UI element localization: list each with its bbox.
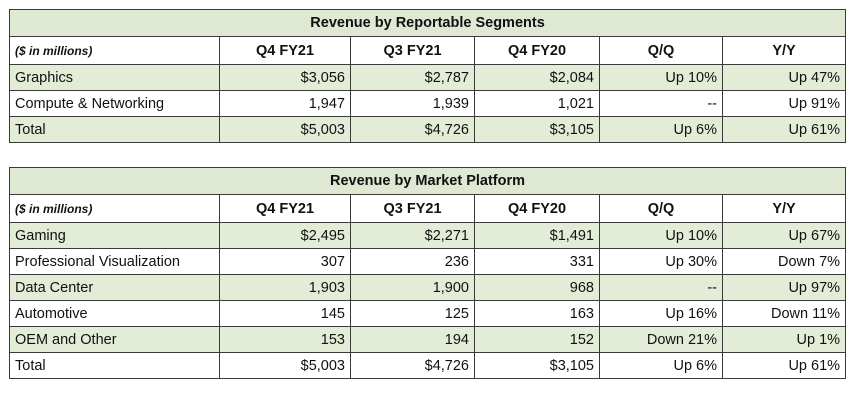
header-yy: Y/Y — [721, 36, 847, 65]
table-row: Total $5,003 $4,726 $3,105 Up 6% Up 61% — [9, 352, 847, 379]
header-q4fy20: Q4 FY20 — [474, 36, 600, 65]
header-yy: Y/Y — [721, 194, 847, 223]
cell-q4fy21: $2,495 — [219, 222, 351, 249]
table-row: Data Center 1,903 1,900 968 -- Up 97% — [9, 274, 847, 301]
header-q4fy21: Q4 FY21 — [219, 36, 351, 65]
cell-q4fy20: $1,491 — [474, 222, 600, 249]
cell-q4fy21: 145 — [219, 300, 351, 327]
table-row: Compute & Networking 1,947 1,939 1,021 -… — [9, 90, 847, 117]
cell-q4fy20: $3,105 — [474, 116, 600, 143]
cell-q4fy20: 968 — [474, 274, 600, 301]
cell-qq: -- — [599, 90, 723, 117]
header-q3fy21: Q3 FY21 — [350, 194, 475, 223]
table-row: Graphics $3,056 $2,787 $2,084 Up 10% Up … — [9, 64, 847, 91]
cell-q4fy20: 1,021 — [474, 90, 600, 117]
cell-q4fy21: $5,003 — [219, 116, 351, 143]
table-row: Total $5,003 $4,726 $3,105 Up 6% Up 61% — [9, 116, 847, 143]
cell-q4fy20: $3,105 — [474, 352, 600, 379]
row-label: Professional Visualization — [9, 248, 220, 275]
cell-q4fy20: 331 — [474, 248, 600, 275]
cell-qq: Up 6% — [599, 116, 723, 143]
cell-q3fy21: $2,787 — [350, 64, 475, 91]
cell-q3fy21: 236 — [350, 248, 475, 275]
cell-qq: Down 21% — [599, 326, 723, 353]
cell-q4fy20: 152 — [474, 326, 600, 353]
row-label: OEM and Other — [9, 326, 220, 353]
cell-q3fy21: $2,271 — [350, 222, 475, 249]
table-row: Professional Visualization 307 236 331 U… — [9, 248, 847, 275]
row-label: Gaming — [9, 222, 220, 249]
cell-q4fy21: 307 — [219, 248, 351, 275]
table-row: OEM and Other 153 194 152 Down 21% Up 1% — [9, 326, 847, 353]
platform-table-title: Revenue by Market Platform — [8, 167, 847, 195]
cell-qq: Up 16% — [599, 300, 723, 327]
row-label: Data Center — [9, 274, 220, 301]
cell-q4fy21: 1,903 — [219, 274, 351, 301]
header-q4fy21: Q4 FY21 — [219, 194, 351, 223]
cell-q3fy21: 1,939 — [350, 90, 475, 117]
header-units: ($ in millions) — [9, 194, 220, 223]
cell-q3fy21: 194 — [350, 326, 475, 353]
cell-q4fy20: 163 — [474, 300, 600, 327]
header-qq: Q/Q — [599, 36, 723, 65]
cell-qq: Up 10% — [599, 64, 723, 91]
cell-qq: -- — [599, 274, 723, 301]
table-row: Automotive 145 125 163 Up 16% Down 11% — [9, 300, 847, 327]
row-label: Compute & Networking — [9, 90, 220, 117]
cell-q4fy20: $2,084 — [474, 64, 600, 91]
row-label: Automotive — [9, 300, 220, 327]
platform-table: Revenue by Market Platform ($ in million… — [8, 167, 847, 379]
cell-yy: Up 1% — [721, 326, 847, 353]
cell-qq: Up 10% — [599, 222, 723, 249]
cell-yy: Up 67% — [721, 222, 847, 249]
header-units: ($ in millions) — [9, 36, 220, 65]
header-qq: Q/Q — [599, 194, 723, 223]
cell-qq: Up 6% — [599, 352, 723, 379]
cell-q4fy21: 1,947 — [219, 90, 351, 117]
cell-yy: Down 7% — [721, 248, 847, 275]
segments-table: Revenue by Reportable Segments ($ in mil… — [8, 9, 847, 143]
table-row: Gaming $2,495 $2,271 $1,491 Up 10% Up 67… — [9, 222, 847, 249]
row-label: Total — [9, 116, 220, 143]
header-q3fy21: Q3 FY21 — [350, 36, 475, 65]
cell-yy: Up 97% — [721, 274, 847, 301]
cell-q4fy21: 153 — [219, 326, 351, 353]
row-label: Total — [9, 352, 220, 379]
segments-table-title: Revenue by Reportable Segments — [8, 9, 847, 37]
header-q4fy20: Q4 FY20 — [474, 194, 600, 223]
cell-yy: Up 61% — [721, 352, 847, 379]
segments-header-row: ($ in millions) Q4 FY21 Q3 FY21 Q4 FY20 … — [9, 36, 847, 65]
cell-qq: Up 30% — [599, 248, 723, 275]
cell-q3fy21: $4,726 — [350, 352, 475, 379]
cell-q3fy21: $4,726 — [350, 116, 475, 143]
cell-q4fy21: $5,003 — [219, 352, 351, 379]
cell-q3fy21: 125 — [350, 300, 475, 327]
cell-yy: Up 47% — [721, 64, 847, 91]
row-label: Graphics — [9, 64, 220, 91]
cell-yy: Down 11% — [721, 300, 847, 327]
platform-header-row: ($ in millions) Q4 FY21 Q3 FY21 Q4 FY20 … — [9, 194, 847, 223]
cell-q4fy21: $3,056 — [219, 64, 351, 91]
cell-yy: Up 91% — [721, 90, 847, 117]
cell-q3fy21: 1,900 — [350, 274, 475, 301]
cell-yy: Up 61% — [721, 116, 847, 143]
